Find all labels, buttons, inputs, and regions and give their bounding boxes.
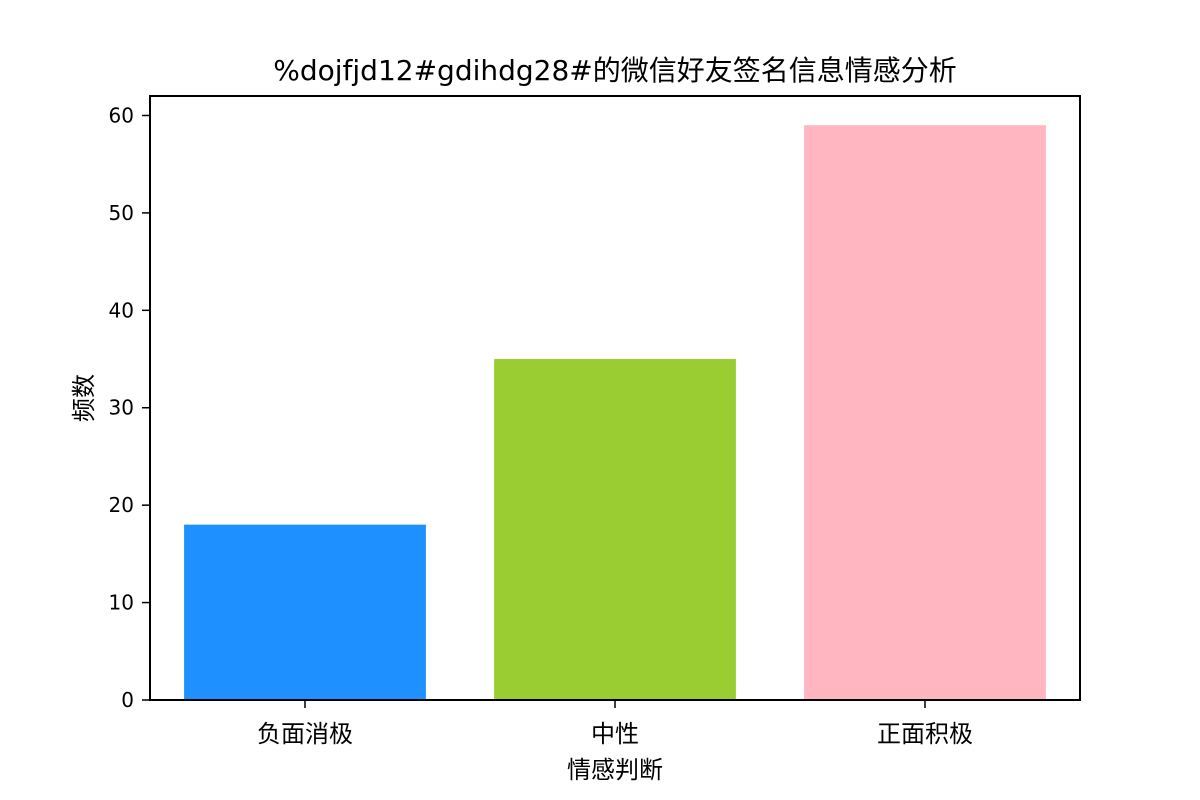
x-tick-label: 负面消极 bbox=[257, 720, 353, 748]
y-axis: 0 10 20 30 40 50 60 bbox=[109, 103, 150, 712]
y-tick-label: 0 bbox=[121, 688, 134, 712]
y-tick-label: 40 bbox=[109, 298, 134, 322]
y-axis-label: 频数 bbox=[70, 374, 98, 422]
chart-title: %dojfjd12#gdihdg28#的微信好友签名信息情感分析 bbox=[273, 54, 957, 87]
x-tick-label: 正面积极 bbox=[877, 720, 973, 748]
y-tick-label: 50 bbox=[109, 201, 134, 225]
y-tick-label: 60 bbox=[109, 103, 134, 127]
y-tick-label: 10 bbox=[109, 591, 134, 615]
bar-2 bbox=[494, 359, 736, 700]
x-axis-label: 情感判断 bbox=[567, 756, 663, 784]
y-tick-label: 30 bbox=[109, 396, 134, 420]
x-axis: 负面消极 中性 正面积极 bbox=[257, 700, 973, 748]
y-tick-label: 20 bbox=[109, 493, 134, 517]
x-tick-label: 中性 bbox=[591, 720, 639, 748]
bars-layer bbox=[184, 125, 1046, 700]
bar-1 bbox=[184, 524, 426, 700]
bar-3 bbox=[804, 125, 1046, 700]
